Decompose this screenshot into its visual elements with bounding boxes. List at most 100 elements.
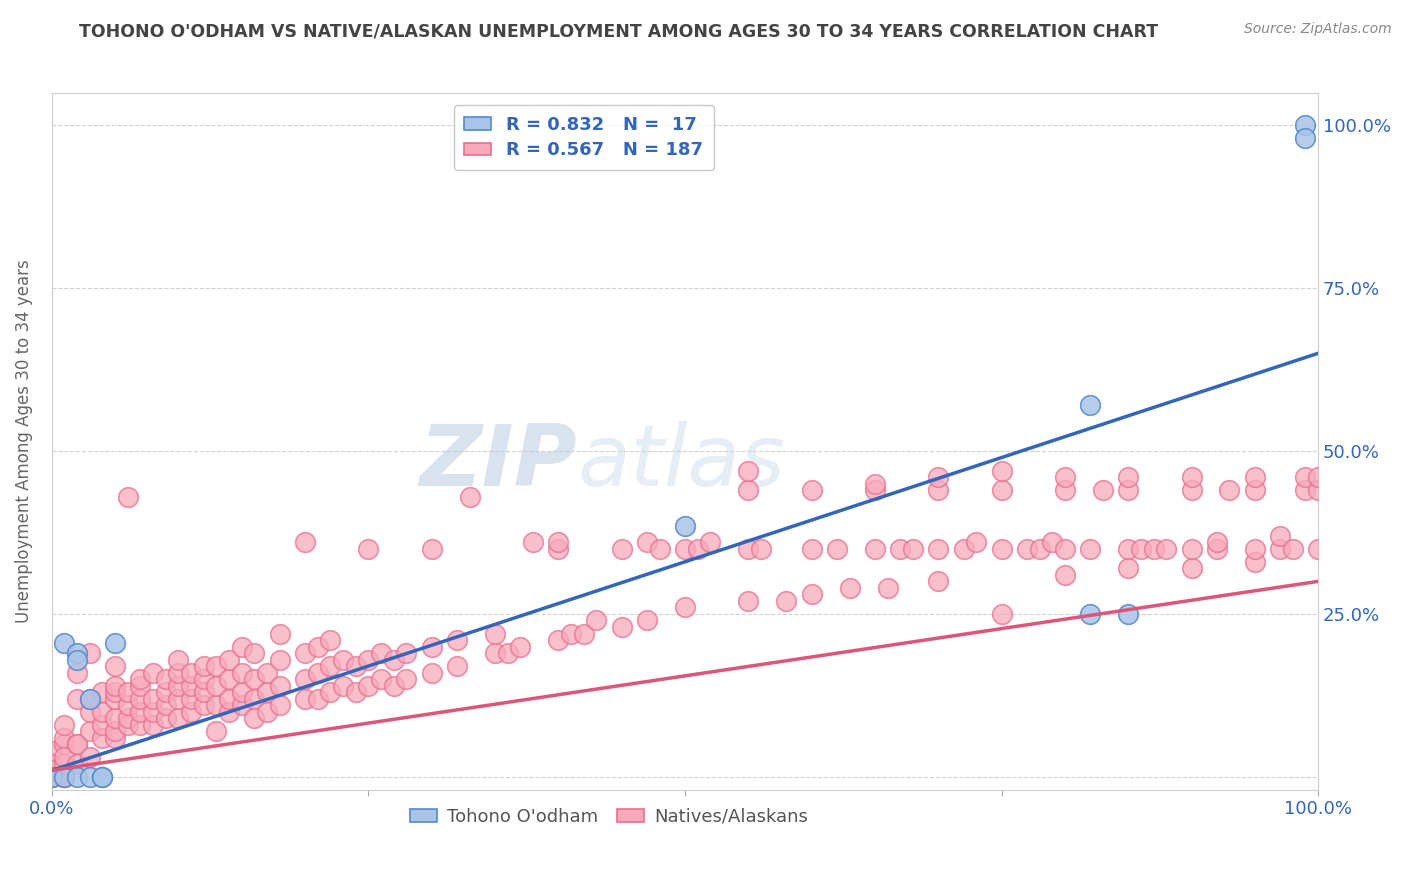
Point <box>155 711 177 725</box>
Point <box>256 665 278 680</box>
Point <box>863 541 886 556</box>
Point <box>142 705 165 719</box>
Point <box>167 691 190 706</box>
Point <box>1028 541 1050 556</box>
Point <box>990 464 1012 478</box>
Point <box>496 646 519 660</box>
Point <box>155 685 177 699</box>
Point <box>990 607 1012 621</box>
Point <box>370 672 392 686</box>
Point <box>231 698 253 713</box>
Point <box>243 646 266 660</box>
Point <box>610 620 633 634</box>
Point <box>142 717 165 731</box>
Point <box>193 698 215 713</box>
Point <box>155 698 177 713</box>
Point <box>1180 483 1202 497</box>
Point <box>66 770 89 784</box>
Point <box>357 652 380 666</box>
Point <box>218 691 240 706</box>
Point <box>205 659 228 673</box>
Point <box>53 770 76 784</box>
Point <box>927 483 949 497</box>
Point <box>1053 483 1076 497</box>
Point <box>117 717 139 731</box>
Point <box>370 646 392 660</box>
Point <box>1243 541 1265 556</box>
Point <box>838 581 860 595</box>
Point <box>269 626 291 640</box>
Point <box>66 652 89 666</box>
Point <box>863 476 886 491</box>
Point <box>79 646 101 660</box>
Point <box>636 614 658 628</box>
Point <box>193 685 215 699</box>
Point <box>79 724 101 739</box>
Point <box>79 691 101 706</box>
Point <box>294 691 316 706</box>
Point <box>737 464 759 478</box>
Point <box>737 483 759 497</box>
Point <box>927 574 949 589</box>
Point <box>180 691 202 706</box>
Point <box>256 705 278 719</box>
Point <box>965 535 987 549</box>
Point <box>522 535 544 549</box>
Point <box>294 535 316 549</box>
Point <box>167 665 190 680</box>
Point <box>53 770 76 784</box>
Point <box>876 581 898 595</box>
Point <box>142 691 165 706</box>
Point <box>547 541 569 556</box>
Point <box>294 646 316 660</box>
Point <box>332 679 354 693</box>
Point <box>1308 483 1330 497</box>
Point <box>117 698 139 713</box>
Point <box>41 756 63 771</box>
Point <box>1295 118 1317 132</box>
Point <box>91 717 114 731</box>
Point <box>446 659 468 673</box>
Point <box>927 541 949 556</box>
Y-axis label: Unemployment Among Ages 30 to 34 years: Unemployment Among Ages 30 to 34 years <box>15 260 32 624</box>
Point <box>66 665 89 680</box>
Point <box>129 679 152 693</box>
Point <box>180 679 202 693</box>
Point <box>1154 541 1177 556</box>
Point <box>572 626 595 640</box>
Point <box>1142 541 1164 556</box>
Point <box>1308 470 1330 484</box>
Point <box>66 737 89 751</box>
Point <box>218 705 240 719</box>
Point <box>1116 607 1139 621</box>
Point <box>129 705 152 719</box>
Point <box>446 633 468 648</box>
Point <box>1116 483 1139 497</box>
Point <box>41 744 63 758</box>
Point <box>66 737 89 751</box>
Point <box>1205 535 1227 549</box>
Point <box>1295 483 1317 497</box>
Point <box>357 541 380 556</box>
Point <box>167 652 190 666</box>
Point <box>1268 529 1291 543</box>
Point <box>800 483 823 497</box>
Point <box>420 665 443 680</box>
Point <box>458 490 481 504</box>
Point <box>1078 399 1101 413</box>
Point <box>1078 607 1101 621</box>
Point <box>1243 555 1265 569</box>
Point <box>205 724 228 739</box>
Point <box>91 770 114 784</box>
Point <box>1308 541 1330 556</box>
Point <box>382 652 405 666</box>
Point <box>357 679 380 693</box>
Point <box>218 672 240 686</box>
Point <box>243 691 266 706</box>
Point <box>180 705 202 719</box>
Point <box>1091 483 1114 497</box>
Point <box>41 770 63 784</box>
Text: ZIP: ZIP <box>419 421 578 504</box>
Point <box>91 705 114 719</box>
Point <box>307 665 329 680</box>
